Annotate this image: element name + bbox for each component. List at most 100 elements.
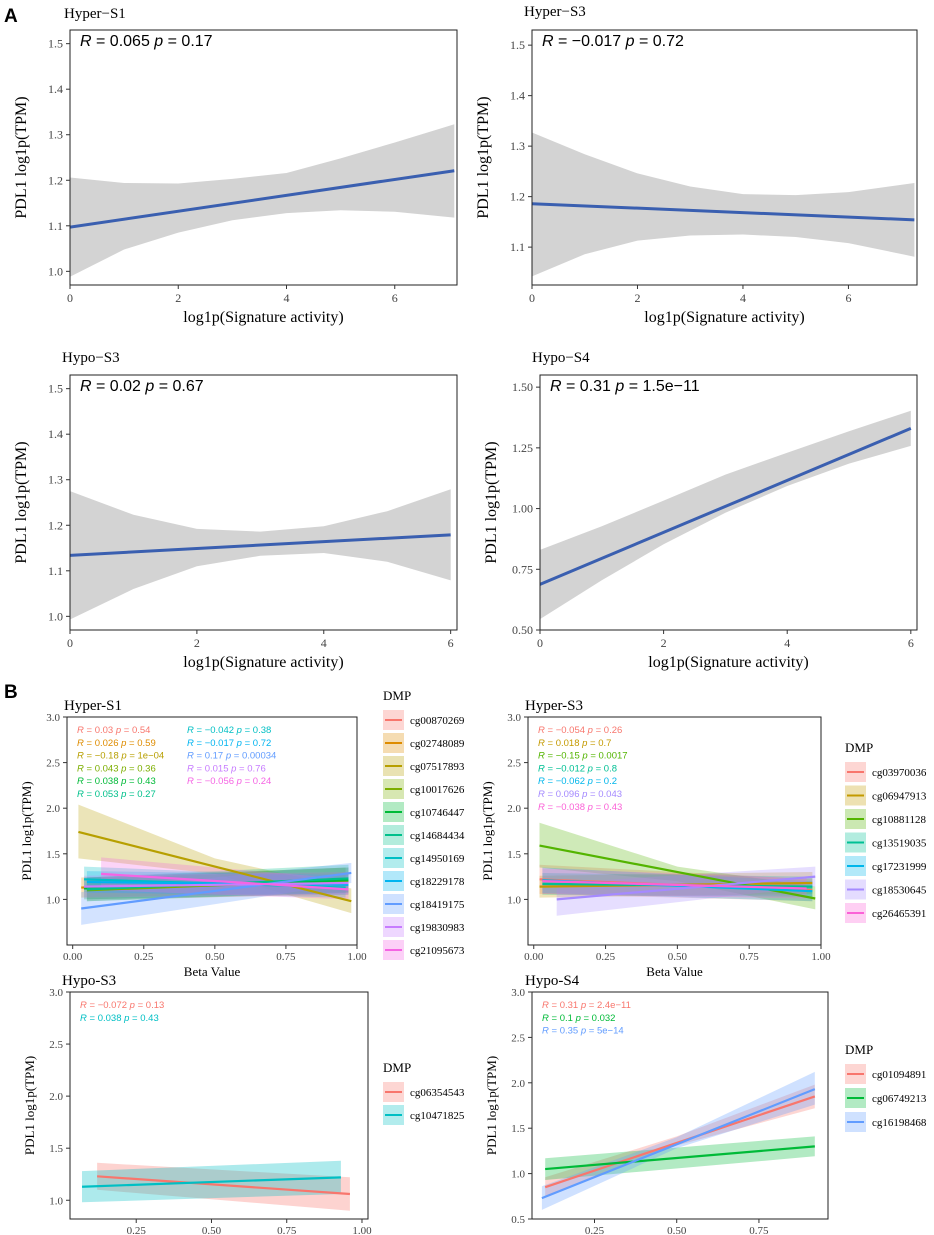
legend-label-cg14684434: cg14684434 bbox=[410, 830, 465, 842]
legend-label-cg17231999: cg17231999 bbox=[872, 861, 927, 873]
stats-cg06354543: R = −0.072 p = 0.13 bbox=[80, 1000, 164, 1011]
y-tick-label: 3.0 bbox=[507, 712, 521, 724]
chart-a3: Hypo−S3 0 2 4 6 1.0 1.1 1.2 1.3 1.4 1.5 log1p(Signa… bbox=[13, 350, 458, 671]
plot-area bbox=[532, 132, 915, 277]
y-tick-label: 1.1 bbox=[48, 219, 63, 233]
legend-label-cg18530645: cg18530645 bbox=[872, 885, 927, 897]
y-tick-label: 1.5 bbox=[46, 849, 60, 861]
confidence-band-cg03970036 bbox=[539, 864, 813, 902]
legend-label-cg10017626: cg10017626 bbox=[410, 784, 465, 796]
stats-cg01094891: R = 0.31 p = 2.4e−11 bbox=[542, 1000, 631, 1011]
x-tick-label: 6 bbox=[845, 291, 851, 305]
chart-a1: Hyper−S1 0 2 4 6 1.0 1.1 1.2 1.3 1.4 1.5 log1p(Sign… bbox=[13, 6, 458, 326]
legend: DMP cg03970036 cg06947913 cg10881128 cg13519… bbox=[845, 740, 927, 923]
x-tick-label: 0.75 bbox=[277, 1225, 297, 1235]
plot-area bbox=[70, 124, 455, 277]
plot-area bbox=[70, 489, 451, 620]
fit-line-cg18419175 bbox=[81, 871, 352, 910]
plot-frame bbox=[69, 991, 369, 1220]
fit-line-fit bbox=[532, 202, 915, 222]
plot-frame bbox=[69, 29, 458, 286]
confidence-band-cg16198468 bbox=[541, 1071, 815, 1210]
y-tick-label: 2.0 bbox=[507, 803, 521, 815]
x-tick-label: 6 bbox=[448, 636, 454, 650]
y-axis-label: PDL1 log1p(TPM) bbox=[22, 1056, 37, 1155]
x-tick-label: 4 bbox=[321, 636, 327, 650]
stats-cg21095673: R = −0.056 p = 0.24 bbox=[187, 776, 271, 787]
y-axis-label: PDL1 log1p(TPM) bbox=[484, 1056, 499, 1155]
y-tick-label: 1.0 bbox=[46, 894, 60, 906]
legend-label-cg19830983: cg19830983 bbox=[410, 922, 465, 934]
fit-line-cg19830983 bbox=[84, 881, 349, 888]
chart-title: Hyper−S3 bbox=[524, 4, 586, 20]
x-axis-label: log1p(Signature activity) bbox=[183, 654, 343, 671]
y-tick-label: 1.0 bbox=[511, 1169, 525, 1181]
plot-frame bbox=[539, 374, 918, 631]
x-axis-label: log1p(Signature activity) bbox=[183, 309, 343, 326]
y-tick-label: 1.5 bbox=[48, 382, 63, 396]
y-tick-label: 1.25 bbox=[512, 441, 533, 455]
x-tick-label: 4 bbox=[740, 291, 746, 305]
x-tick-label: 0.50 bbox=[668, 951, 688, 963]
x-tick-label: 0.25 bbox=[596, 951, 616, 963]
x-tick-label: 2 bbox=[194, 636, 200, 650]
x-tick-label: 0.50 bbox=[202, 1225, 222, 1235]
chart-b1: Hyper-S1 0.00 0.25 0.50 0.75 1.00 1.0 1.5 2.0 2.5… bbox=[19, 688, 465, 979]
legend-label-cg14950169: cg14950169 bbox=[410, 853, 465, 865]
chart-title: Hyper-S1 bbox=[64, 698, 122, 714]
y-tick-label: 1.5 bbox=[510, 38, 525, 52]
legend-label-cg06354543: cg06354543 bbox=[410, 1087, 465, 1099]
x-tick-label: 0.75 bbox=[740, 951, 760, 963]
y-tick-label: 1.3 bbox=[48, 473, 63, 487]
plot-frame bbox=[66, 716, 358, 946]
legend-label-cg13519035: cg13519035 bbox=[872, 838, 927, 850]
fit-line-cg18530645 bbox=[556, 875, 816, 901]
x-axis-label: log1p(Signature activity) bbox=[648, 654, 808, 671]
legend-label-cg16198468: cg16198468 bbox=[872, 1117, 927, 1129]
stats-cg17231999: R = −0.062 p = 0.2 bbox=[538, 776, 617, 787]
confidence-band-fit bbox=[70, 124, 455, 277]
chart-title: Hypo−S4 bbox=[532, 350, 590, 366]
chart-title: Hypo-S3 bbox=[62, 973, 116, 989]
stats-cg19830983: R = 0.015 p = 0.76 bbox=[187, 763, 266, 774]
confidence-band-cg18419175 bbox=[81, 862, 352, 925]
y-tick-label: 1.0 bbox=[48, 264, 63, 278]
y-tick-label: 1.4 bbox=[48, 427, 63, 441]
confidence-band-cg06354543 bbox=[97, 1162, 350, 1211]
legend-label-cg10881128: cg10881128 bbox=[872, 814, 926, 826]
x-tick-label: 2 bbox=[661, 636, 667, 650]
x-tick-label: 0.50 bbox=[667, 1225, 687, 1235]
x-tick-label: 0.25 bbox=[134, 951, 154, 963]
x-tick-label: 6 bbox=[908, 636, 914, 650]
correlation-stats: R = 0.31 p = 1.5e−11 bbox=[550, 378, 700, 395]
x-tick-label: 6 bbox=[392, 291, 398, 305]
plot-frame bbox=[69, 374, 458, 631]
fit-line-cg21095673 bbox=[101, 872, 349, 891]
x-tick-label: 0.75 bbox=[749, 1225, 769, 1235]
y-tick-label: 1.4 bbox=[48, 82, 63, 96]
legend-label-cg06947913: cg06947913 bbox=[872, 791, 927, 803]
legend-label-cg02748089: cg02748089 bbox=[410, 738, 465, 750]
stats-cg07517893: R = −0.18 p = 1e−04 bbox=[77, 751, 164, 762]
legend-label-cg10471825: cg10471825 bbox=[410, 1110, 465, 1122]
y-tick-label: 2.5 bbox=[507, 758, 521, 770]
section-label-a: A bbox=[4, 6, 18, 27]
chart-a4: Hypo−S4 0 2 4 6 0.50 0.75 1.00 1.25 1.50 log1p(Sig… bbox=[483, 350, 918, 671]
x-tick-label: 1.00 bbox=[811, 951, 831, 963]
y-axis-label: PDL1 log1p(TPM) bbox=[483, 441, 500, 563]
stats-cg10881128: R = −0.15 p = 0.0017 bbox=[538, 751, 628, 762]
stats-cg03970036: R = −0.054 p = 0.26 bbox=[538, 725, 622, 736]
y-tick-label: 1.5 bbox=[511, 1123, 525, 1135]
y-tick-label: 0.50 bbox=[512, 623, 533, 637]
correlation-stats: R = 0.065 p = 0.17 bbox=[80, 33, 213, 50]
x-tick-label: 0.75 bbox=[276, 951, 296, 963]
y-tick-label: 1.50 bbox=[512, 380, 533, 394]
plot-area bbox=[78, 804, 352, 925]
x-tick-label: 0 bbox=[537, 636, 543, 650]
plot-frame bbox=[531, 991, 829, 1220]
chart-title: Hypo−S3 bbox=[62, 350, 120, 366]
y-axis-label: PDL1 log1p(TPM) bbox=[13, 441, 30, 563]
stats-cg10746447: R = 0.038 p = 0.43 bbox=[77, 776, 156, 787]
fit-line-fit bbox=[540, 427, 912, 586]
